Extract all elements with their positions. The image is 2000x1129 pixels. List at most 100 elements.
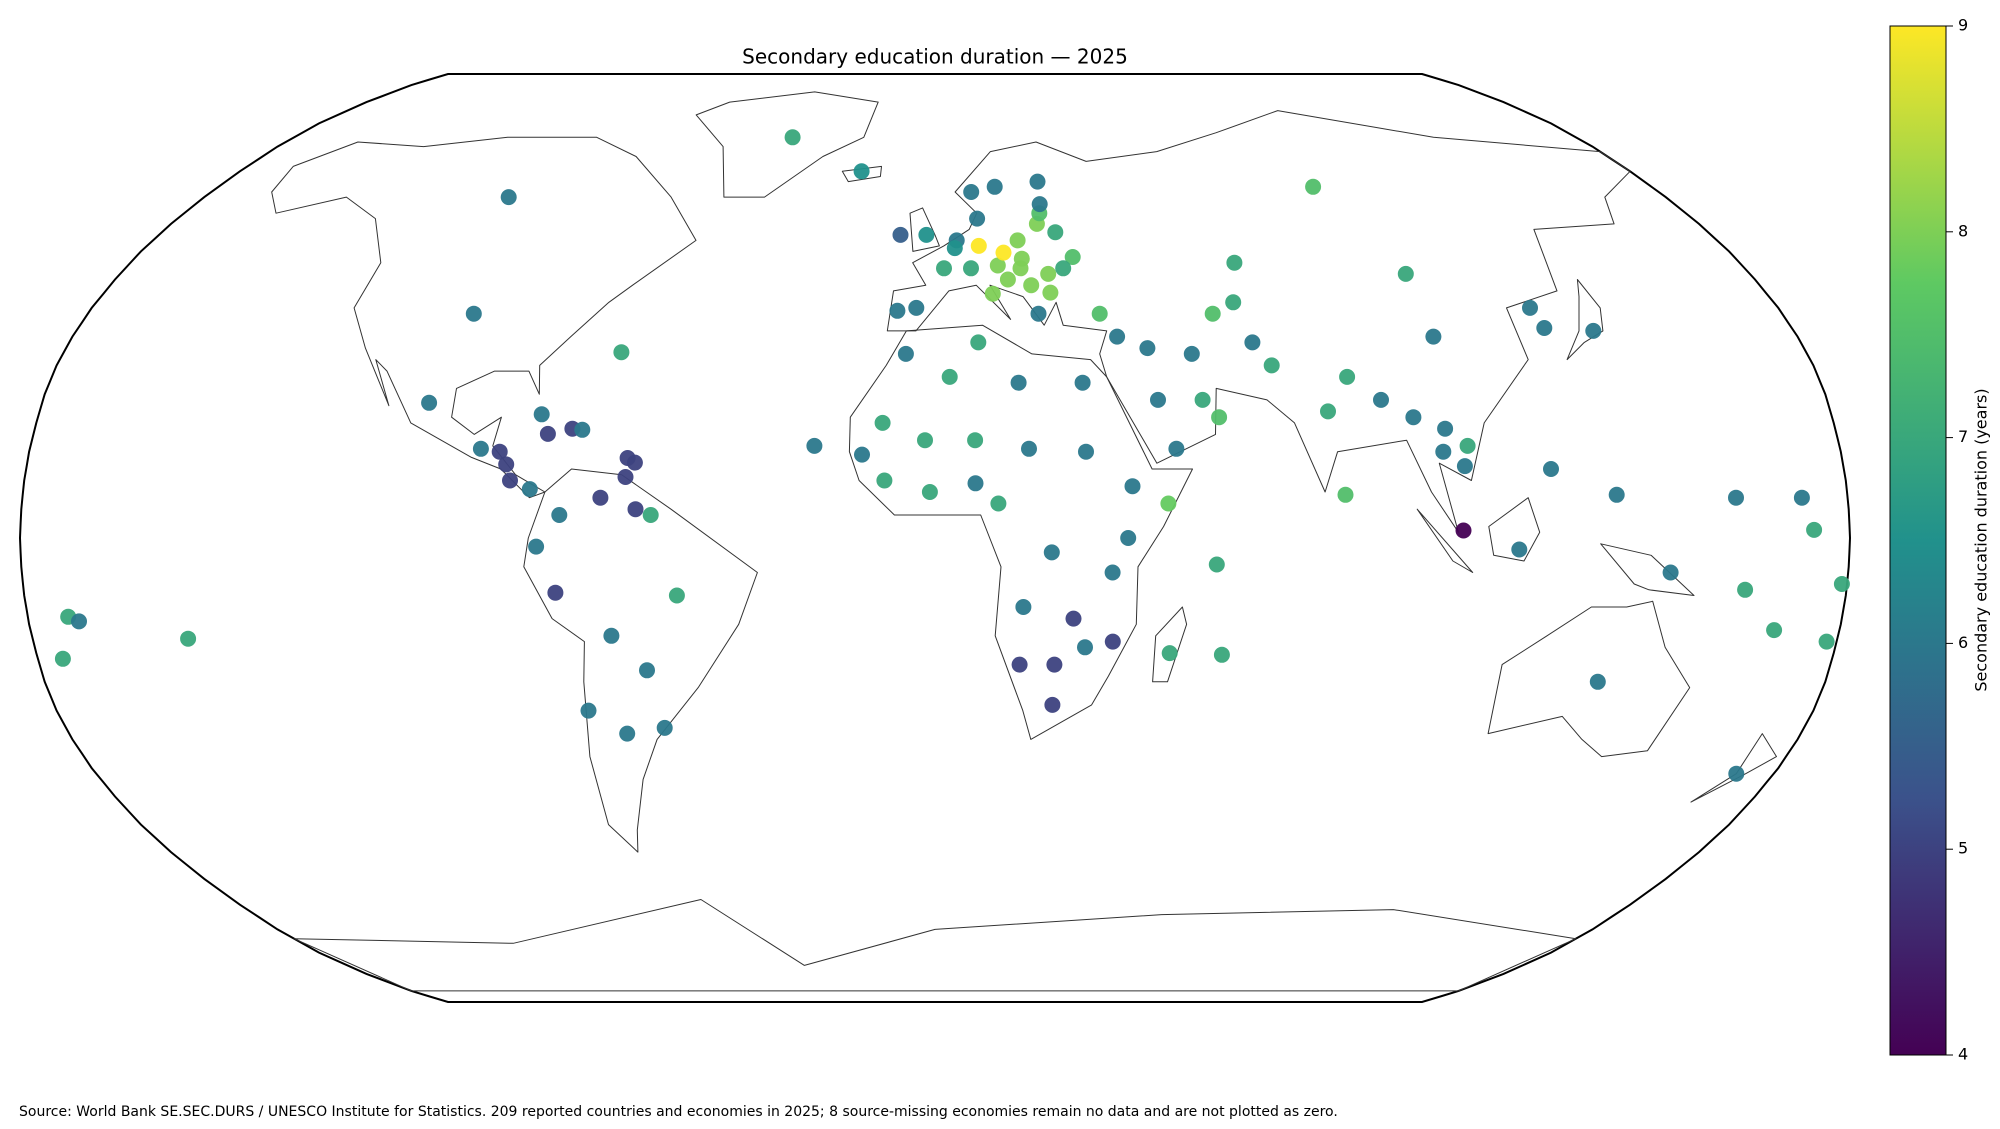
coastline <box>695 91 879 198</box>
data-point <box>627 501 644 518</box>
data-point <box>892 226 909 243</box>
data-point <box>1337 486 1354 503</box>
data-point <box>1021 440 1037 457</box>
data-point <box>1104 564 1121 581</box>
data-point <box>1183 345 1200 362</box>
data-point <box>533 406 550 423</box>
coastline <box>1487 600 1691 758</box>
data-point <box>1511 541 1528 558</box>
data-point <box>1064 249 1081 265</box>
data-point <box>1263 357 1280 374</box>
data-point <box>1405 409 1422 426</box>
data-point <box>528 538 545 555</box>
data-point <box>1011 656 1028 673</box>
data-point <box>989 257 1006 274</box>
data-point <box>521 481 538 498</box>
colorbar-tick-label: 9 <box>1958 16 1968 35</box>
data-point <box>984 285 1001 302</box>
data-point <box>918 226 935 243</box>
data-point <box>574 421 591 438</box>
data-point <box>1806 521 1823 538</box>
data-point <box>1031 196 1048 213</box>
colorbar-tick-label: 8 <box>1958 221 1968 240</box>
data-point <box>1077 639 1093 656</box>
points <box>54 129 1850 782</box>
data-point <box>547 584 564 601</box>
data-point <box>71 613 87 630</box>
data-point <box>1728 765 1745 782</box>
data-point <box>1015 599 1032 615</box>
data-point <box>1124 478 1141 495</box>
data-point <box>619 725 636 742</box>
data-point <box>613 344 630 361</box>
data-point <box>854 446 870 463</box>
data-point <box>1029 173 1046 190</box>
data-point <box>908 299 925 316</box>
data-point <box>1043 544 1060 561</box>
data-point <box>656 719 673 736</box>
colorbar-label: Secondary education duration (years) <box>1972 388 1991 691</box>
data-point <box>1213 646 1230 663</box>
data-point <box>1543 461 1559 477</box>
data-point <box>941 368 958 385</box>
data-point <box>1456 458 1473 475</box>
data-point <box>500 189 517 206</box>
data-point <box>1589 673 1606 690</box>
data-point <box>1194 391 1211 408</box>
data-point <box>1833 576 1850 592</box>
data-point <box>1373 391 1389 408</box>
data-point <box>1009 232 1026 249</box>
coastline <box>848 324 1193 740</box>
data-point <box>970 334 987 351</box>
data-point <box>1459 437 1476 454</box>
data-point <box>639 662 655 679</box>
data-point <box>1662 564 1679 581</box>
land <box>18 73 1852 1003</box>
coastline <box>1152 606 1188 683</box>
data-point <box>617 469 634 485</box>
colorbar <box>1889 25 1947 1056</box>
data-point <box>502 472 518 489</box>
data-point <box>1104 633 1121 650</box>
data-point <box>1109 328 1126 345</box>
coastline <box>1566 279 1604 361</box>
data-point <box>498 456 515 473</box>
data-point <box>1023 277 1040 294</box>
data-point <box>1435 443 1452 460</box>
colorbar-ticks: 4 5 6 7 8 9 <box>1946 16 1968 1064</box>
data-point <box>963 184 980 200</box>
coastline <box>1488 497 1541 562</box>
data-point <box>1065 610 1082 627</box>
data-point <box>421 394 438 411</box>
data-point <box>1225 294 1242 311</box>
data-point <box>1226 254 1243 271</box>
data-point <box>603 627 620 644</box>
data-point <box>1766 622 1783 639</box>
data-point <box>1305 178 1322 195</box>
data-point <box>1074 374 1091 391</box>
data-point <box>874 414 891 431</box>
coastline <box>1416 508 1474 573</box>
data-point <box>1120 530 1137 546</box>
data-point <box>917 432 933 449</box>
data-point <box>1091 305 1108 322</box>
coastline <box>293 899 1577 992</box>
data-point <box>1204 305 1221 322</box>
data-point <box>1055 260 1072 277</box>
data-point <box>1737 581 1754 598</box>
data-point <box>1150 391 1166 408</box>
data-point <box>1728 489 1744 506</box>
data-point <box>963 260 979 277</box>
data-point <box>1161 645 1178 662</box>
data-point <box>1078 443 1094 460</box>
data-point <box>1397 265 1414 282</box>
data-point <box>1425 328 1442 345</box>
data-point <box>551 507 568 523</box>
data-point <box>946 240 963 257</box>
coastline <box>523 468 758 853</box>
data-point <box>897 345 914 362</box>
coastline <box>886 110 1631 533</box>
data-point <box>1046 656 1063 673</box>
data-point <box>1437 420 1454 437</box>
